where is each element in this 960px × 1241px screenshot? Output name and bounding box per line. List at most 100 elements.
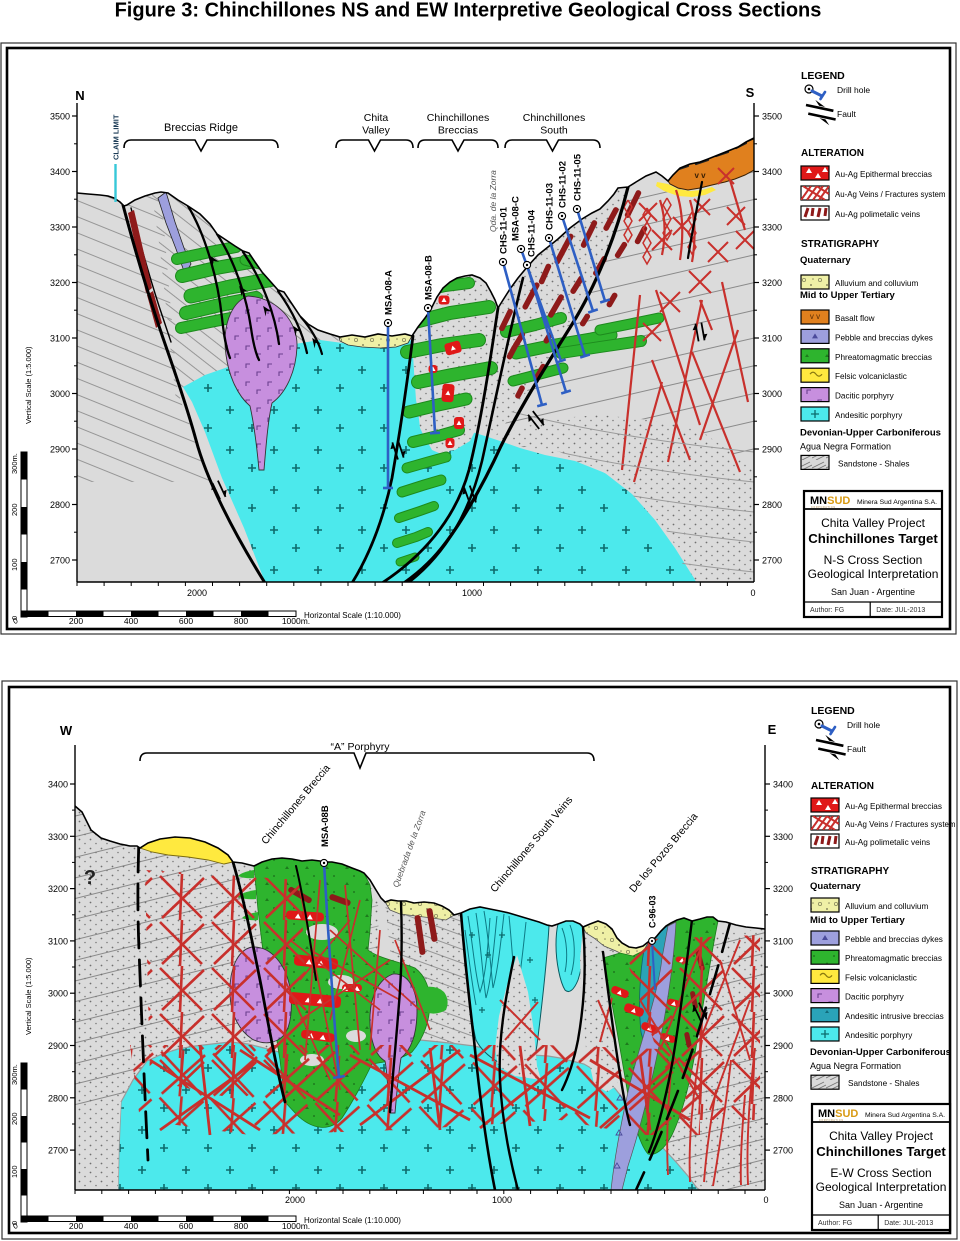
- svg-text:3000: 3000: [762, 389, 782, 399]
- svg-text:Devonian-Upper Carboniferous: Devonian-Upper Carboniferous: [810, 1047, 951, 1058]
- svg-text:Drill hole: Drill hole: [847, 720, 880, 730]
- svg-text:Fault: Fault: [837, 109, 857, 119]
- svg-text:Dacitic porphyry: Dacitic porphyry: [845, 993, 905, 1002]
- svg-text:Chinchillones: Chinchillones: [427, 112, 489, 124]
- svg-text:400: 400: [124, 616, 138, 626]
- svg-text:Valley: Valley: [362, 125, 391, 137]
- svg-text:Horizontal Scale (1:10.000): Horizontal Scale (1:10.000): [304, 1216, 401, 1225]
- svg-text:San Juan - Argentine: San Juan - Argentine: [831, 587, 915, 597]
- svg-text:Date: JUL-2013: Date: JUL-2013: [884, 1220, 933, 1227]
- svg-text:CHS-11-05: CHS-11-05: [573, 153, 584, 201]
- svg-text:3300: 3300: [50, 223, 70, 233]
- svg-text:Au-Ag Epithermal breccias: Au-Ag Epithermal breccias: [835, 170, 932, 179]
- svg-text:Au-Ag Epithermal breccias: Au-Ag Epithermal breccias: [845, 802, 942, 811]
- svg-text:2800: 2800: [773, 1093, 793, 1103]
- svg-text:Geological Interpretation: Geological Interpretation: [816, 1180, 947, 1194]
- svg-text:3300: 3300: [773, 832, 793, 842]
- svg-text:Alluvium and colluvium: Alluvium and colluvium: [835, 279, 918, 288]
- svg-text:Chinchillones: Chinchillones: [523, 112, 585, 124]
- svg-text:3100: 3100: [48, 936, 68, 946]
- svg-text:1000: 1000: [492, 1195, 512, 1205]
- svg-text:Minera Sud Argentina S.A.: Minera Sud Argentina S.A.: [857, 499, 937, 506]
- svg-text:Pebble and breccias dykes: Pebble and breccias dykes: [835, 333, 933, 342]
- svg-text:Fault: Fault: [847, 744, 867, 754]
- svg-text:Phreatomagmatic breccias: Phreatomagmatic breccias: [845, 954, 942, 963]
- svg-text:South: South: [540, 125, 568, 137]
- svg-text:3500: 3500: [50, 112, 70, 122]
- svg-text:MSA-08-C: MSA-08-C: [511, 196, 522, 241]
- svg-text:Author: FG: Author: FG: [818, 1220, 852, 1227]
- svg-text:C-96-03: C-96-03: [648, 895, 658, 928]
- svg-text:Au-Ag polimetalic veins: Au-Ag polimetalic veins: [835, 210, 920, 219]
- svg-text:Vertical Scale (1:5.000): Vertical Scale (1:5.000): [24, 346, 33, 424]
- svg-text:Felsic volcaniclastic: Felsic volcaniclastic: [845, 973, 917, 982]
- svg-text:Au-Ag polimetalic veins: Au-Ag polimetalic veins: [845, 838, 930, 847]
- svg-text:W: W: [60, 723, 73, 738]
- svg-text:N-S Cross Section: N-S Cross Section: [824, 553, 923, 567]
- svg-text:v v: v v: [810, 312, 820, 321]
- svg-text:MNSUD: MNSUD: [810, 495, 850, 507]
- svg-text:2900: 2900: [48, 1041, 68, 1051]
- svg-text:Au-Ag Veins / Fractures system: Au-Ag Veins / Fractures system: [845, 820, 956, 829]
- svg-text:v v: v v: [694, 171, 706, 180]
- svg-text:3300: 3300: [762, 223, 782, 233]
- svg-text:Sandstone - Shales: Sandstone - Shales: [848, 1079, 919, 1088]
- svg-text:400: 400: [124, 1221, 138, 1231]
- svg-text:Figure 3: Chinchillones NS and: Figure 3: Chinchillones NS and EW Interp…: [115, 0, 822, 22]
- svg-text:200: 200: [10, 1112, 19, 1125]
- svg-text:100: 100: [10, 558, 19, 571]
- svg-text:Breccias: Breccias: [438, 125, 478, 137]
- svg-text:MSA-08-A: MSA-08-A: [384, 270, 395, 315]
- svg-text:600: 600: [179, 1221, 193, 1231]
- svg-text:3200: 3200: [762, 278, 782, 288]
- svg-text:300m.: 300m.: [10, 1064, 19, 1085]
- svg-text:Breccias Ridge: Breccias Ridge: [164, 122, 238, 134]
- svg-text:800: 800: [234, 616, 248, 626]
- svg-text:MSA-08B: MSA-08B: [320, 805, 331, 847]
- svg-text:S: S: [746, 85, 755, 100]
- svg-text:Agua Negra Formation: Agua Negra Formation: [800, 441, 891, 451]
- svg-text:Andesitic intrusive breccias: Andesitic intrusive breccias: [845, 1012, 944, 1021]
- svg-text:E-W Cross Section: E-W Cross Section: [830, 1166, 931, 1180]
- svg-text:Chita Valley Project: Chita Valley Project: [821, 516, 925, 530]
- svg-text:E: E: [768, 722, 777, 737]
- svg-text:600: 600: [179, 616, 193, 626]
- svg-text:2700: 2700: [762, 556, 782, 566]
- svg-text:Qda. de la Zorra: Qda. de la Zorra: [488, 170, 498, 232]
- svg-text:Agua Negra Formation: Agua Negra Formation: [810, 1061, 901, 1071]
- svg-text:3400: 3400: [50, 167, 70, 177]
- svg-text:STRATIGRAPHY: STRATIGRAPHY: [801, 239, 879, 250]
- svg-text:MNSUD: MNSUD: [818, 1108, 858, 1120]
- svg-text:Horizontal Scale (1:10.000): Horizontal Scale (1:10.000): [304, 611, 401, 620]
- svg-text:300m.: 300m.: [10, 453, 19, 474]
- svg-text:200: 200: [10, 503, 19, 516]
- svg-text:CHS-11-02: CHS-11-02: [558, 161, 569, 208]
- svg-text:Andesitic porphyry: Andesitic porphyry: [845, 1031, 913, 1040]
- svg-text:3200: 3200: [50, 278, 70, 288]
- svg-text:Au-Ag Veins / Fractures system: Au-Ag Veins / Fractures system: [835, 190, 946, 199]
- svg-text:3400: 3400: [762, 167, 782, 177]
- svg-text:Quaternary: Quaternary: [800, 255, 851, 266]
- svg-text:3000: 3000: [48, 989, 68, 999]
- svg-text:3300: 3300: [48, 832, 68, 842]
- svg-text:C O R P O R A T I O N: C O R P O R A T I O N: [819, 1119, 843, 1122]
- svg-text:3500: 3500: [762, 112, 782, 122]
- svg-text:2900: 2900: [50, 445, 70, 455]
- svg-text:2700: 2700: [773, 1146, 793, 1156]
- svg-text:2700: 2700: [50, 556, 70, 566]
- svg-text:0: 0: [763, 1195, 768, 1205]
- svg-text:Quaternary: Quaternary: [810, 881, 861, 892]
- svg-text:Andesitic porphyry: Andesitic porphyry: [835, 411, 903, 420]
- svg-text:Pebble and breccias dykes: Pebble and breccias dykes: [845, 935, 943, 944]
- svg-text:0: 0: [11, 1221, 21, 1231]
- svg-text:3000: 3000: [773, 989, 793, 999]
- svg-text:Geological Interpretation: Geological Interpretation: [808, 567, 939, 581]
- svg-text:1000m.: 1000m.: [282, 1221, 310, 1231]
- svg-text:0: 0: [750, 588, 755, 598]
- svg-text:3200: 3200: [773, 884, 793, 894]
- svg-text:0: 0: [10, 1221, 19, 1225]
- svg-text:Dacitic porphyry: Dacitic porphyry: [835, 392, 895, 401]
- svg-text:3100: 3100: [50, 334, 70, 344]
- svg-text:?: ?: [84, 867, 96, 889]
- svg-text:2000: 2000: [187, 588, 207, 598]
